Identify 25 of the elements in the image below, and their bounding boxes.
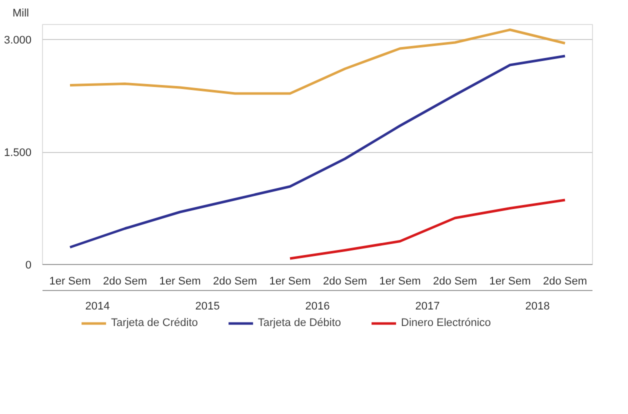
x-tick-label: 1er Sem (379, 276, 421, 288)
text: 2016 (305, 300, 330, 312)
x-tick-label: 1er Sem (269, 276, 311, 288)
y-tick-label: 3.000 (4, 34, 32, 46)
x-tick-label: 1er Sem (489, 276, 531, 288)
x-tick-label: 2do Sem (542, 276, 588, 288)
line-series (68, 28, 566, 95)
legend-label: Tarjeta de Débito (258, 317, 342, 329)
y-tick-label: 1.500 (4, 147, 32, 159)
x-tick-label: 2do Sem (102, 276, 148, 288)
text: 2017 (415, 300, 440, 312)
y-tick-label: 0 (25, 260, 32, 272)
x-tick-label: 1er Sem (159, 276, 201, 288)
legend-label: Tarjeta de Crédito (111, 317, 198, 329)
text: 2018 (525, 300, 550, 312)
text: 2014 (85, 300, 110, 312)
legend-label: Dinero Electrónico (401, 317, 491, 329)
x-tick-label: 2do Sem (432, 276, 478, 288)
line-series (288, 198, 566, 260)
x-tick-label: 2do Sem (212, 276, 258, 288)
text: 2015 (195, 300, 220, 312)
x-tick-label: 2do Sem (322, 276, 368, 288)
x-tick-label: 1er Sem (49, 276, 91, 288)
y-axis-title: Mill (12, 8, 29, 20)
line-series (68, 54, 566, 248)
